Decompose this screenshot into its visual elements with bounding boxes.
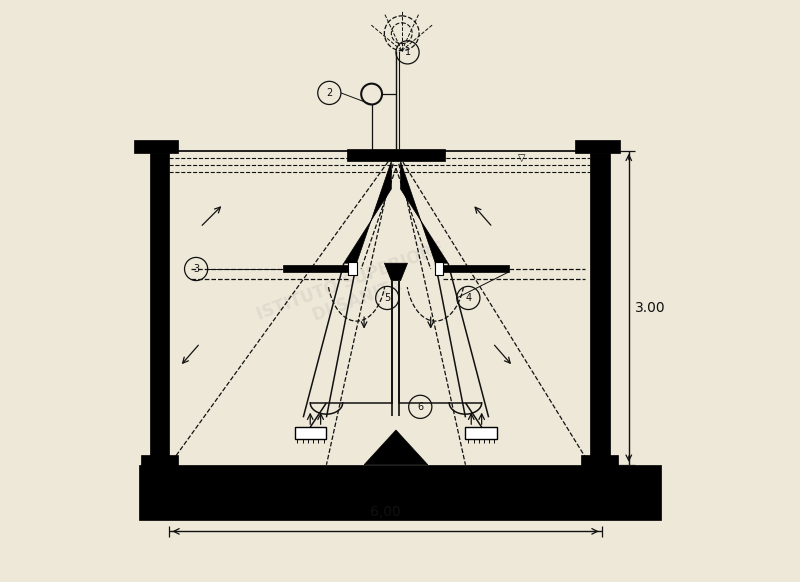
Bar [134,140,178,153]
Bar [294,427,326,439]
Bar [346,148,445,161]
Bar [581,456,618,466]
Text: 3.00: 3.00 [634,301,666,315]
Polygon shape [364,430,428,465]
Text: 4: 4 [466,293,471,303]
Bar [435,262,443,275]
Polygon shape [401,161,448,263]
Bar [283,265,350,272]
Bar [150,153,170,465]
Text: 5: 5 [384,293,390,303]
Text: 6: 6 [418,402,423,412]
Polygon shape [384,263,407,281]
Bar [141,456,178,466]
Text: ISTITUTO SUPERIORE
DI SANITÀ: ISTITUTO SUPERIORE DI SANITÀ [254,239,454,343]
Text: 2: 2 [326,88,333,98]
Polygon shape [344,161,391,263]
Text: 1: 1 [405,47,410,58]
Bar [590,153,610,465]
Bar [349,262,357,275]
Text: ▽: ▽ [518,153,526,163]
Bar [575,140,619,153]
Bar [442,265,509,272]
Bar [466,427,498,439]
Text: 3: 3 [193,264,199,274]
Text: 6,00: 6,00 [370,505,401,519]
Bar [139,465,661,520]
